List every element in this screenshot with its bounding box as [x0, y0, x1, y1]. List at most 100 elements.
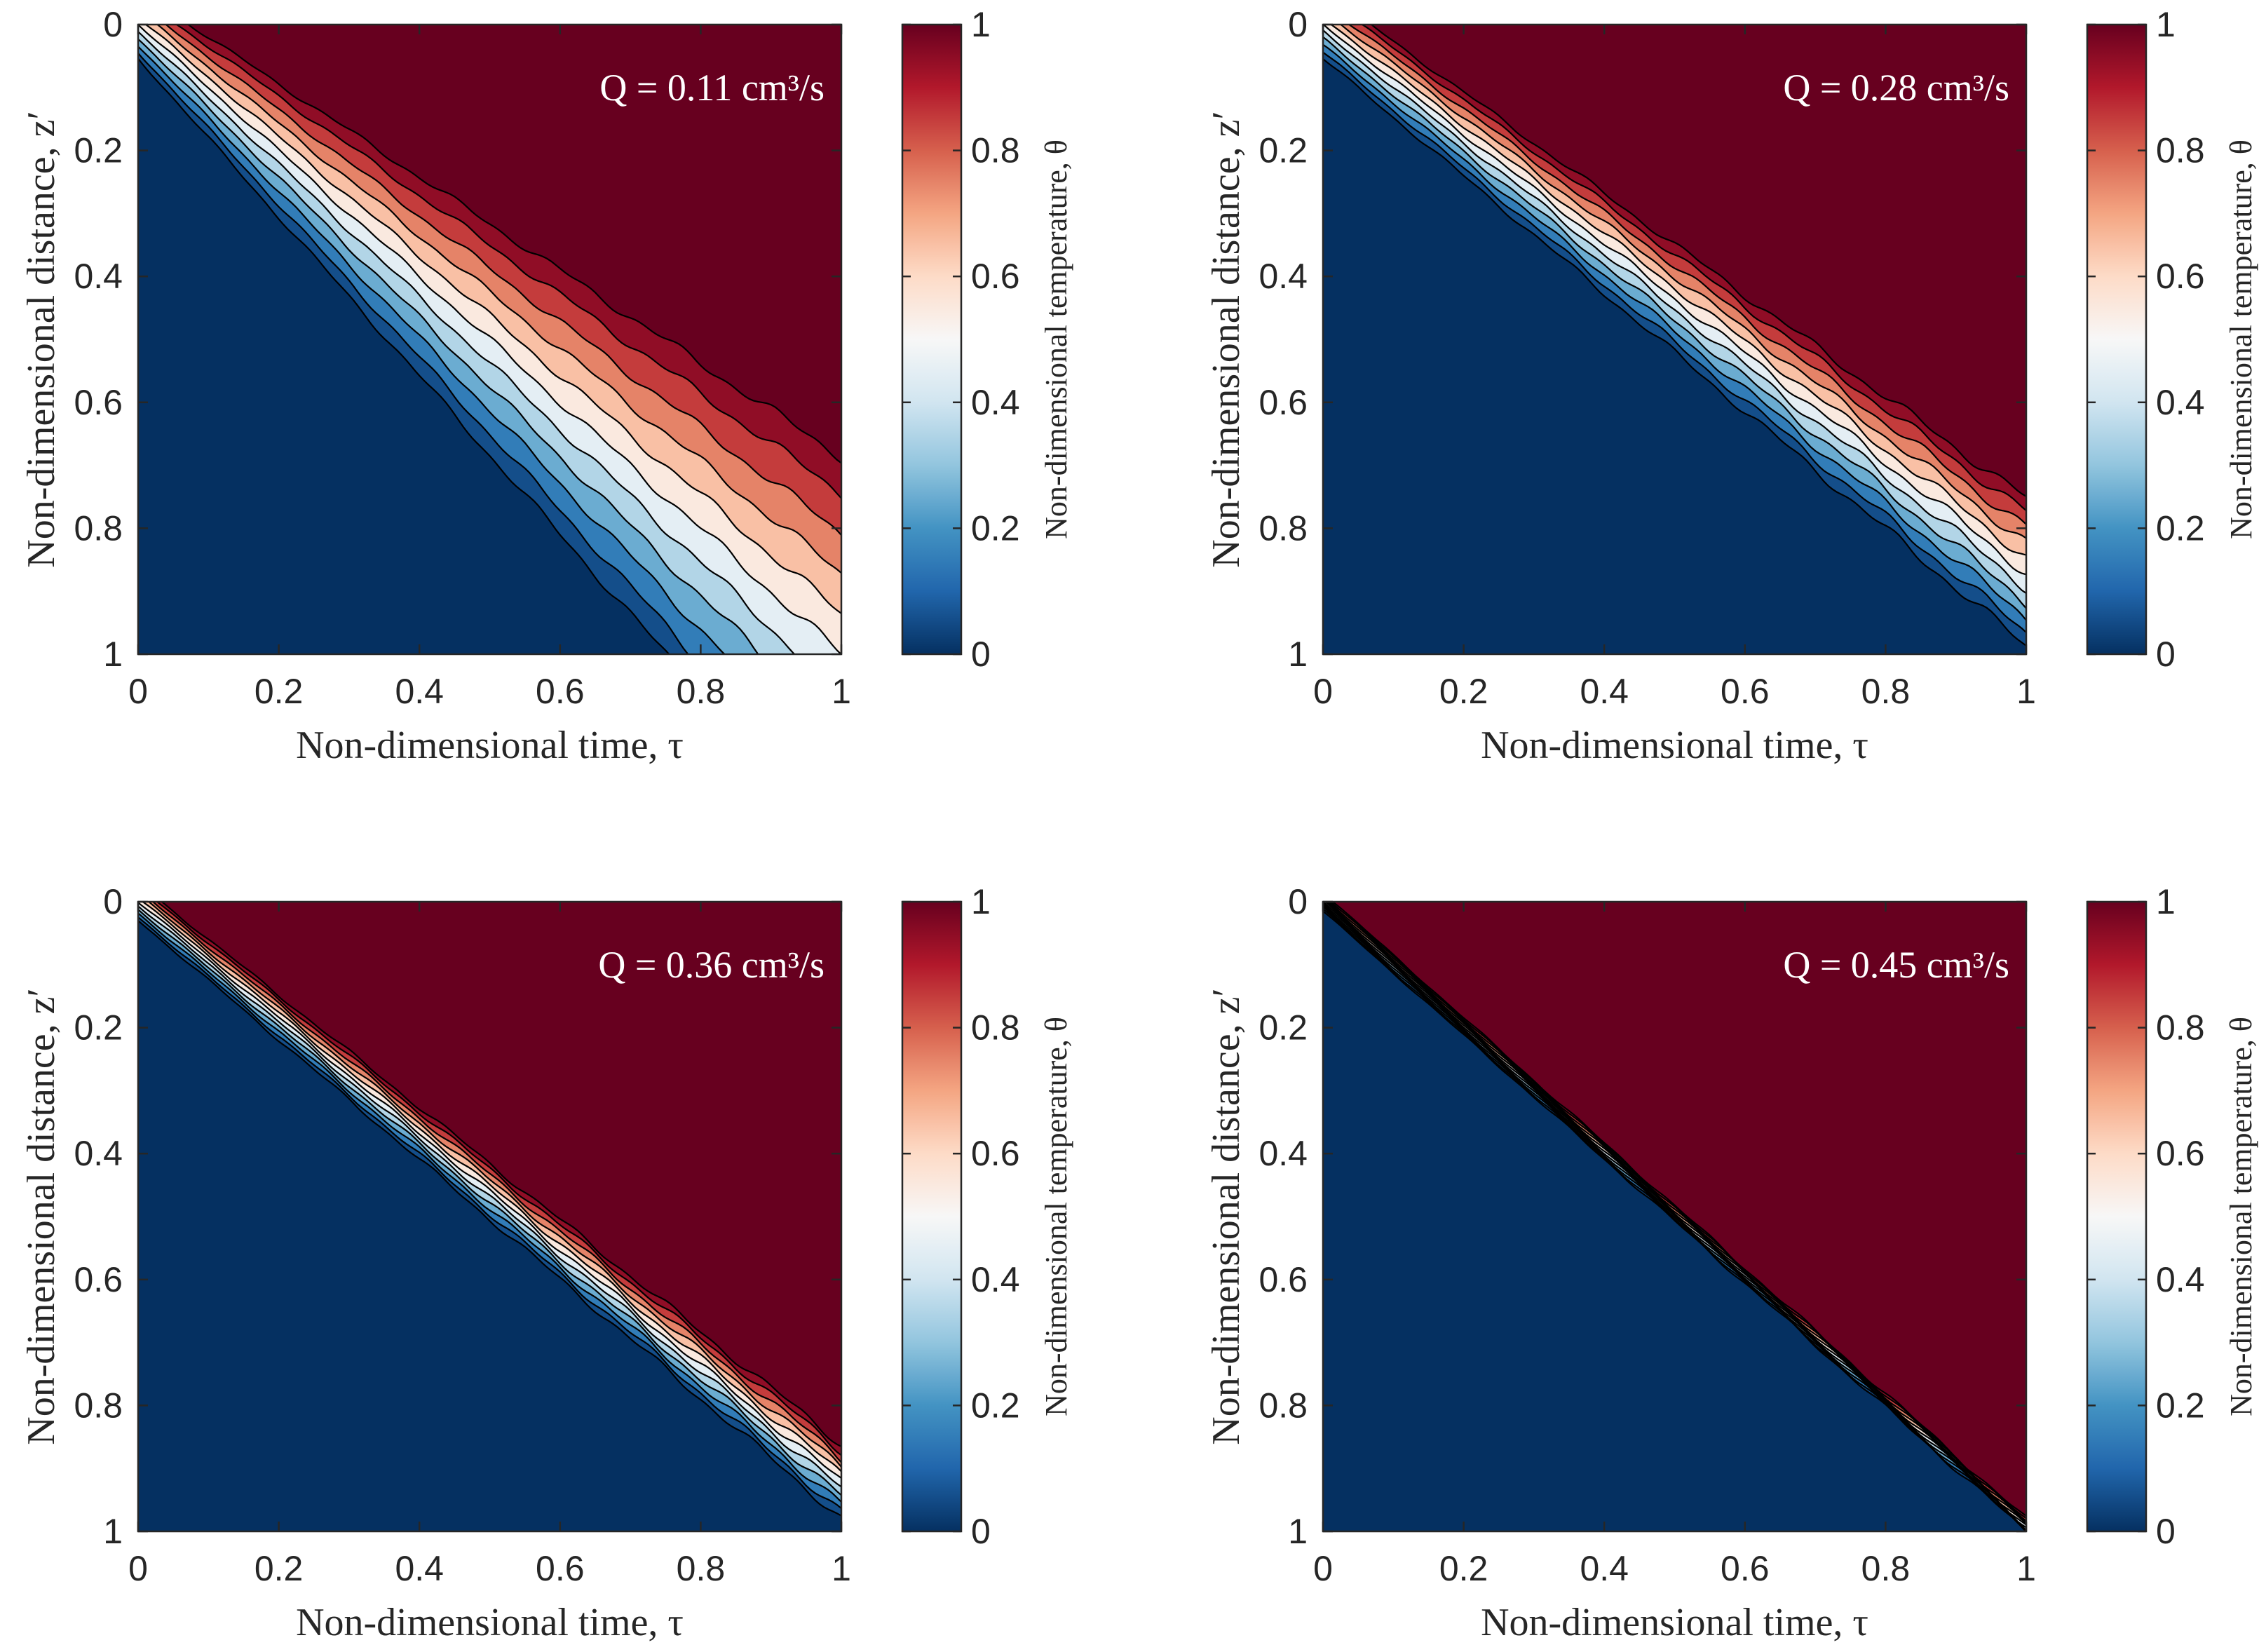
colorbar-tick-label: 0.4 [2156, 1260, 2205, 1299]
y-tick-label: 0.2 [1258, 1008, 1308, 1048]
colorbar-label: Non-dimensional temperature, θ [1039, 1017, 1073, 1416]
contour-line [156, 25, 841, 574]
contour-line [1326, 902, 2026, 1524]
y-tick-label: 0.4 [1258, 257, 1308, 296]
colorbar-tick-label: 1 [971, 5, 991, 44]
colorbar-label: Non-dimensional temperature, θ [2224, 1017, 2258, 1416]
x-tick-label: 0.8 [677, 672, 726, 711]
x-axis-label: Non-dimensional time, τ [1481, 1601, 1868, 1644]
y-tick-label: 0.8 [1258, 1386, 1308, 1425]
x-tick-label: 0.2 [255, 672, 304, 711]
x-tick-label: 1 [832, 672, 851, 711]
x-tick-label: 0.6 [536, 1549, 585, 1588]
colorbar-tick-label: 1 [2156, 882, 2176, 921]
y-tick-label: 0 [1288, 5, 1308, 44]
x-tick-label: 1 [2016, 672, 2036, 711]
y-axis-label: Non-dimensional distance, z′ [20, 111, 63, 567]
axes-frame [137, 900, 843, 1533]
y-tick-label: 0.2 [74, 131, 123, 170]
colorbar-tick-label: 0.2 [971, 508, 1020, 548]
contour-line [151, 902, 841, 1463]
colorbar-tick-label: 0.4 [2156, 383, 2205, 422]
contour-line [1323, 29, 2026, 595]
colorbar [901, 900, 963, 1533]
y-tick-label: 0 [103, 882, 123, 921]
colorbar-tick-label: 0.6 [2156, 1134, 2205, 1173]
y-axis-label: Non-dimensional distance, z′ [1205, 111, 1248, 567]
contour-line [138, 902, 841, 1479]
y-axis-label: Non-dimensional distance, z′ [1205, 988, 1248, 1444]
x-tick-label: 0.6 [1721, 1549, 1770, 1588]
contour-line [1323, 910, 2026, 1531]
colorbar-tick-label: 1 [2156, 5, 2176, 44]
colorbar-tick-label: 0.2 [971, 1386, 1020, 1425]
colorbar-tick-label: 0.8 [2156, 1008, 2205, 1048]
contour-line [138, 53, 689, 654]
y-tick-label: 0.8 [1258, 508, 1308, 548]
x-tick-label: 0.4 [395, 672, 444, 711]
x-tick-label: 0 [1313, 1549, 1333, 1588]
contour-line [1329, 25, 2026, 556]
colorbar-tick-label: 0 [971, 635, 991, 674]
colorbar-tick-label: 0.6 [971, 1134, 1020, 1173]
contour-line [138, 57, 670, 654]
y-tick-label: 0.4 [74, 1134, 123, 1173]
x-tick-label: 0.8 [677, 1549, 726, 1588]
axes-frame [1322, 900, 2028, 1533]
contour-line [175, 25, 841, 499]
x-tick-label: 0.8 [1861, 1549, 1911, 1588]
x-axis-label: Non-dimensional time, τ [296, 724, 684, 767]
x-tick-label: 0.2 [1439, 1549, 1488, 1588]
colorbar-tick-label: 0.6 [971, 257, 1020, 296]
flow-rate-annotation: Q = 0.11 cm³/s [599, 67, 825, 109]
colorbar-tick-label: 0.2 [2156, 508, 2205, 548]
contour-line [1348, 25, 2026, 525]
colorbar-label: Non-dimensional temperature, θ [2224, 140, 2258, 539]
colorbar-tick-label: 0.4 [971, 383, 1020, 422]
y-tick-label: 0.8 [74, 1386, 123, 1425]
contour-plot-area [1323, 902, 2026, 1531]
x-tick-label: 0.2 [1439, 672, 1488, 711]
contour-line [156, 902, 841, 1456]
contour-line [141, 902, 841, 1472]
y-tick-label: 0.2 [1258, 131, 1308, 170]
x-tick-label: 0.8 [1861, 672, 1911, 711]
contour-line [138, 31, 796, 654]
y-tick-label: 1 [103, 1512, 123, 1551]
x-tick-label: 0.6 [1721, 672, 1770, 711]
contour-line [1323, 58, 2026, 646]
contour-line [138, 905, 841, 1488]
colorbar-tick-label: 0.8 [971, 1008, 1020, 1048]
contour-line [138, 912, 841, 1503]
contour-panel-4: 0 0.2 0.4 0.6 0.8 100.20.40.60.81Non-dimensio… [1205, 882, 2258, 1644]
colorbar-tick-label: 0 [2156, 635, 2176, 674]
y-tick-label: 0 [1288, 882, 1308, 921]
colorbar-tick-label: 0 [2156, 1512, 2176, 1551]
y-tick-label: 0.6 [1258, 383, 1308, 422]
flow-rate-annotation: Q = 0.28 cm³/s [1783, 67, 2009, 109]
x-tick-label: 0 [1313, 672, 1333, 711]
contour-line [1323, 908, 2026, 1531]
contour-line [138, 25, 841, 654]
y-tick-label: 0.6 [74, 383, 123, 422]
x-tick-label: 0.4 [395, 1549, 444, 1588]
flow-rate-annotation: Q = 0.36 cm³/s [598, 944, 825, 986]
contour-line [1323, 36, 2026, 609]
y-tick-label: 1 [1288, 1512, 1308, 1551]
flow-rate-annotation: Q = 0.45 cm³/s [1783, 944, 2009, 986]
contour-line [144, 25, 841, 614]
colorbar-tick-label: 0.8 [2156, 131, 2205, 170]
x-tick-label: 0.6 [536, 672, 585, 711]
x-tick-label: 0.4 [1580, 1549, 1629, 1588]
colorbar-tick-label: 0.2 [2156, 1386, 2205, 1425]
x-tick-label: 1 [2016, 1549, 2036, 1588]
contour-line [1323, 25, 2026, 576]
contour-line [1360, 25, 2026, 511]
contour-panel-3: 0 0.2 0.4 0.6 0.8 100.20.40.60.81Non-dimensio… [20, 882, 1073, 1644]
y-tick-label: 0.2 [74, 1008, 123, 1048]
y-tick-label: 1 [1288, 635, 1308, 674]
contour-line [138, 920, 841, 1517]
colorbar [2086, 900, 2148, 1533]
x-axis-label: Non-dimensional time, τ [296, 1601, 684, 1644]
